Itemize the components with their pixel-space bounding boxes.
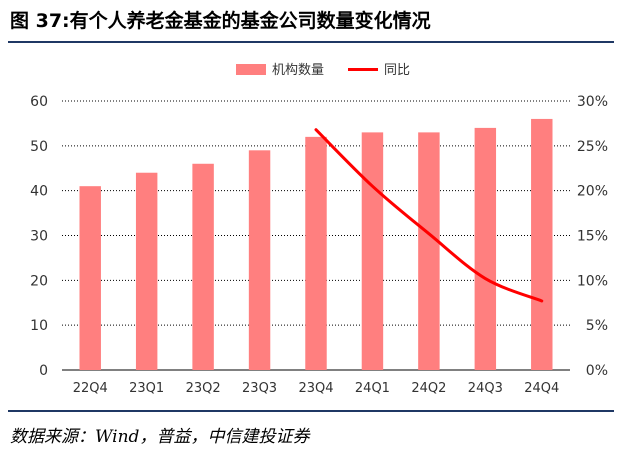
bar-23Q2 [192,163,214,370]
y-right-tick-label: 0% [586,363,608,379]
y-right-tick-label: 20% [577,184,608,200]
x-tick-label: 24Q1 [355,381,390,396]
y-left-tick-label: 10 [30,318,48,334]
x-tick-label: 23Q2 [186,381,221,396]
y-right-tick-label: 10% [577,273,608,289]
legend-line-label: 同比 [384,63,410,78]
y-left-tick-label: 50 [30,139,48,155]
x-tick-label: 23Q4 [298,381,333,396]
y-left-tick-label: 40 [30,184,48,200]
bar-22Q4 [79,186,101,370]
y-right-tick-label: 30% [577,94,608,110]
legend-bar-label: 机构数量 [272,63,324,78]
bar-24Q4 [531,118,553,370]
bar-23Q1 [135,172,158,370]
y-left-tick-label: 30 [30,229,48,245]
x-tick-label: 23Q3 [242,381,277,396]
title-divider [8,41,614,43]
y-left-tick-label: 20 [30,273,48,289]
y-left-tick-label: 60 [30,94,48,110]
bar-24Q1 [361,132,384,370]
x-tick-label: 23Q1 [129,381,164,396]
y-right-tick-label: 5% [586,318,608,334]
x-tick-label: 22Q4 [73,381,108,396]
combo-chart: 0 10 20 30 40 50 60 0% 5% 10% 15% 20% 25% 30% 22Q4 23… [30,63,608,396]
bar-23Q3 [248,150,271,370]
legend-bar-swatch [236,64,266,75]
bar-23Q4 [305,136,327,370]
y-left-tick-label: 0 [39,363,48,379]
source-divider [8,410,614,412]
chart-title: 图 37:有个人养老金基金的基金公司数量变化情况 [10,10,431,32]
x-tick-label: 24Q3 [468,381,503,396]
bar-24Q2 [418,132,440,370]
x-tick-label: 24Q4 [524,381,559,396]
y-right-tick-label: 25% [577,139,608,155]
source-note: 数据来源：Wind，普益，中信建投证券 [10,427,310,447]
bar-24Q3 [474,127,497,371]
x-tick-label: 24Q2 [411,381,446,396]
y-right-tick-label: 15% [577,229,608,245]
